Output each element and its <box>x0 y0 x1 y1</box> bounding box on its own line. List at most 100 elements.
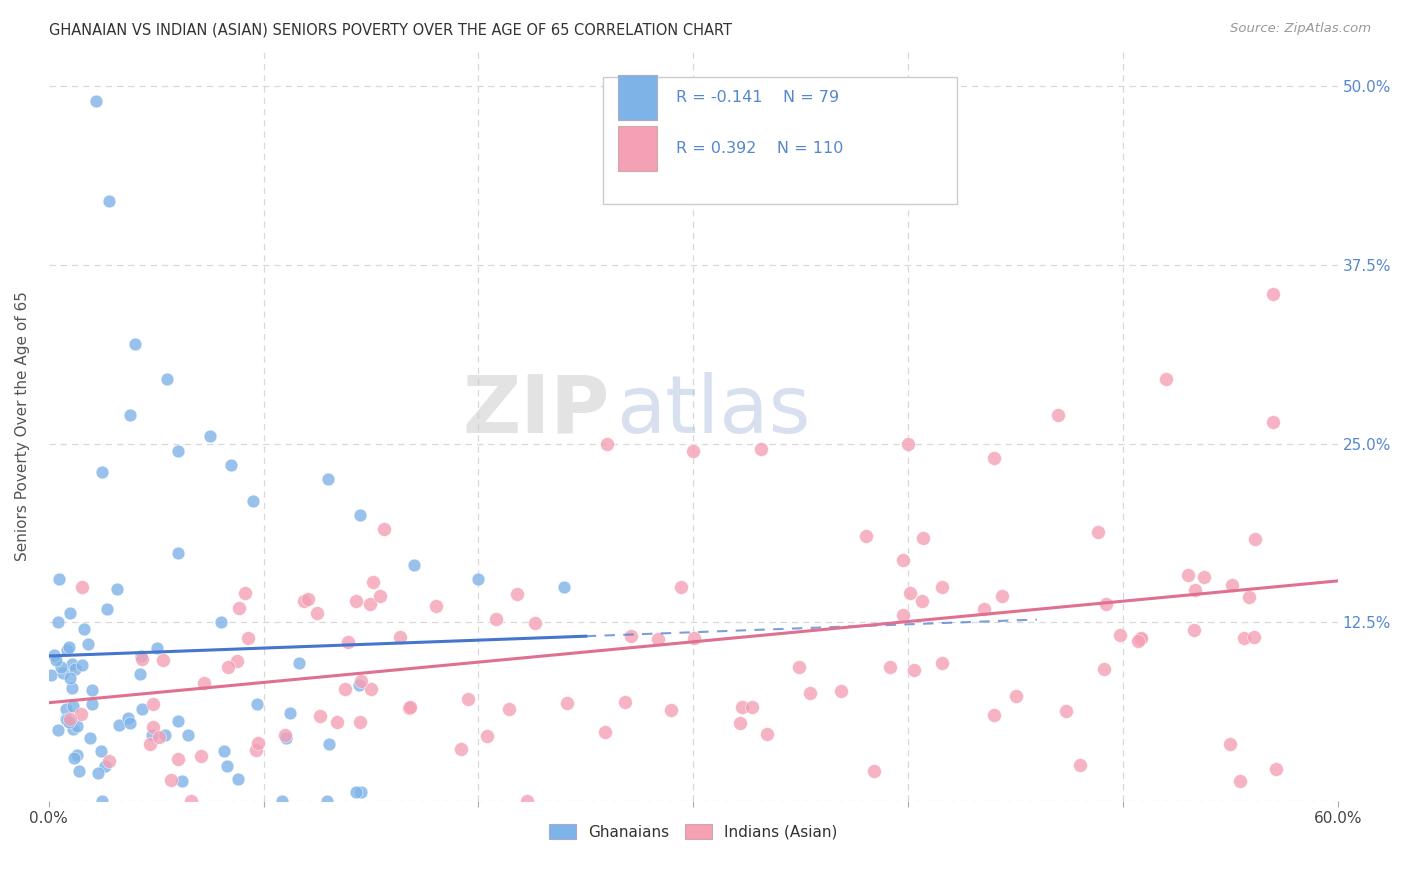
Point <box>523 616 546 631</box>
Point <box>614 695 637 709</box>
Point <box>931 656 953 670</box>
Point <box>360 681 382 696</box>
Point <box>799 686 821 700</box>
Point <box>226 772 249 786</box>
Point <box>55 702 77 716</box>
Point <box>131 649 153 664</box>
Point <box>983 708 1005 723</box>
Point <box>59 671 82 685</box>
Point <box>62 722 84 736</box>
Point <box>349 714 371 729</box>
Point <box>292 594 315 608</box>
Point <box>475 729 498 743</box>
Point <box>98 754 121 768</box>
Point <box>728 716 751 731</box>
Point <box>159 773 181 788</box>
Point <box>596 436 619 450</box>
Point <box>368 589 391 603</box>
Point <box>91 465 114 479</box>
Point <box>344 785 367 799</box>
Point <box>46 615 69 629</box>
Point <box>1094 597 1116 611</box>
Point <box>350 673 373 688</box>
Point <box>741 700 763 714</box>
Point <box>682 631 704 645</box>
Point <box>1108 628 1130 642</box>
Point <box>242 493 264 508</box>
Point <box>276 731 298 746</box>
Point <box>139 737 162 751</box>
Point <box>271 794 294 808</box>
Point <box>553 580 575 594</box>
Point <box>1087 524 1109 539</box>
Point <box>148 730 170 744</box>
Point <box>246 698 269 712</box>
Point <box>516 794 538 808</box>
Point <box>76 637 98 651</box>
Point <box>152 653 174 667</box>
Point <box>863 764 886 778</box>
Point <box>70 707 93 722</box>
Point <box>318 738 340 752</box>
Text: ZIP: ZIP <box>463 372 609 450</box>
Point <box>193 676 215 690</box>
Point <box>63 751 86 765</box>
Point <box>506 587 529 601</box>
Point <box>1005 690 1028 704</box>
Text: atlas: atlas <box>616 372 810 450</box>
Point <box>226 654 249 668</box>
Point <box>1128 634 1150 648</box>
Point <box>425 599 447 613</box>
Point <box>63 662 86 676</box>
Point <box>1092 662 1115 676</box>
Point <box>647 632 669 646</box>
Point <box>82 697 104 711</box>
Point <box>59 606 82 620</box>
Point <box>209 615 232 629</box>
Point <box>221 458 243 472</box>
Point <box>308 708 330 723</box>
Point <box>146 640 169 655</box>
Point <box>1265 762 1288 776</box>
Point <box>79 731 101 745</box>
Point <box>235 586 257 600</box>
Point <box>1263 415 1285 429</box>
Point <box>359 597 381 611</box>
Point <box>278 706 301 720</box>
Point <box>51 660 73 674</box>
Point <box>60 657 83 672</box>
Point <box>131 702 153 716</box>
Point <box>60 681 83 696</box>
Point <box>903 663 925 677</box>
Point <box>1219 737 1241 751</box>
Point <box>730 699 752 714</box>
Text: R = 0.392    N = 110: R = 0.392 N = 110 <box>676 141 844 156</box>
Point <box>1243 532 1265 546</box>
Point <box>350 785 373 799</box>
Point <box>1192 570 1215 584</box>
Point <box>80 683 103 698</box>
Point <box>87 765 110 780</box>
Point <box>190 748 212 763</box>
Point <box>217 759 239 773</box>
Point <box>247 736 270 750</box>
Point <box>62 698 84 713</box>
Point <box>787 659 810 673</box>
Point <box>1069 758 1091 772</box>
Point <box>70 580 93 594</box>
Point <box>129 667 152 681</box>
Point <box>659 703 682 717</box>
Point <box>124 336 146 351</box>
Point <box>142 720 165 734</box>
Point <box>891 607 914 622</box>
Point <box>1054 704 1077 718</box>
Point <box>1233 631 1256 645</box>
Point <box>97 194 120 208</box>
Point <box>66 719 89 733</box>
Point <box>457 692 479 706</box>
Point <box>39 668 62 682</box>
Point <box>217 660 239 674</box>
Point <box>399 700 422 714</box>
Legend: Ghanaians, Indians (Asian): Ghanaians, Indians (Asian) <box>543 818 844 846</box>
Point <box>897 436 920 450</box>
